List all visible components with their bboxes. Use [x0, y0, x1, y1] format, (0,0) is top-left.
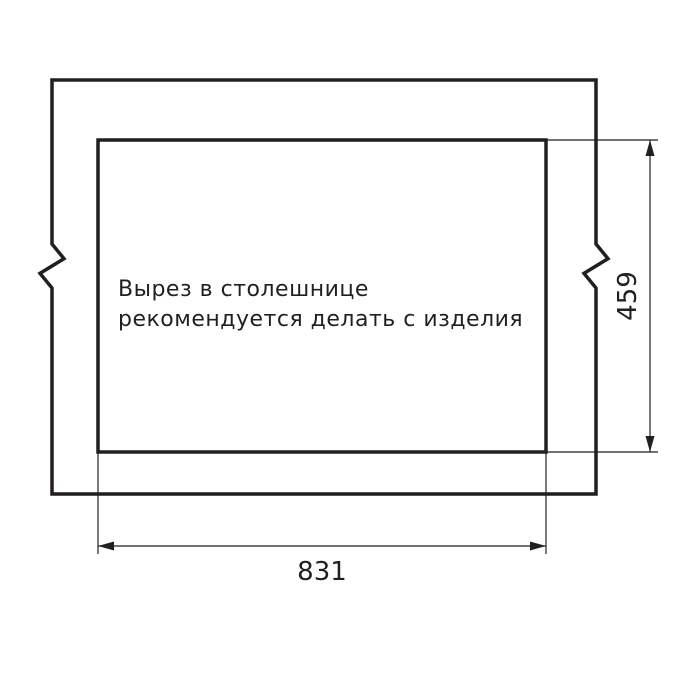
dimension-arrow [530, 542, 546, 551]
technical-drawing: Вырез в столешнице рекомендуется делать с… [0, 0, 700, 700]
dimension-arrow [646, 436, 655, 452]
dim-value-height: 459 [613, 271, 643, 321]
dim-value-width: 831 [297, 557, 347, 587]
cutout-note-line2: рекомендуется делать с изделия [118, 307, 523, 332]
dimension-arrow [98, 542, 114, 551]
dimension-arrow [646, 140, 655, 156]
cutout-note-line1: Вырез в столешнице [118, 277, 369, 302]
